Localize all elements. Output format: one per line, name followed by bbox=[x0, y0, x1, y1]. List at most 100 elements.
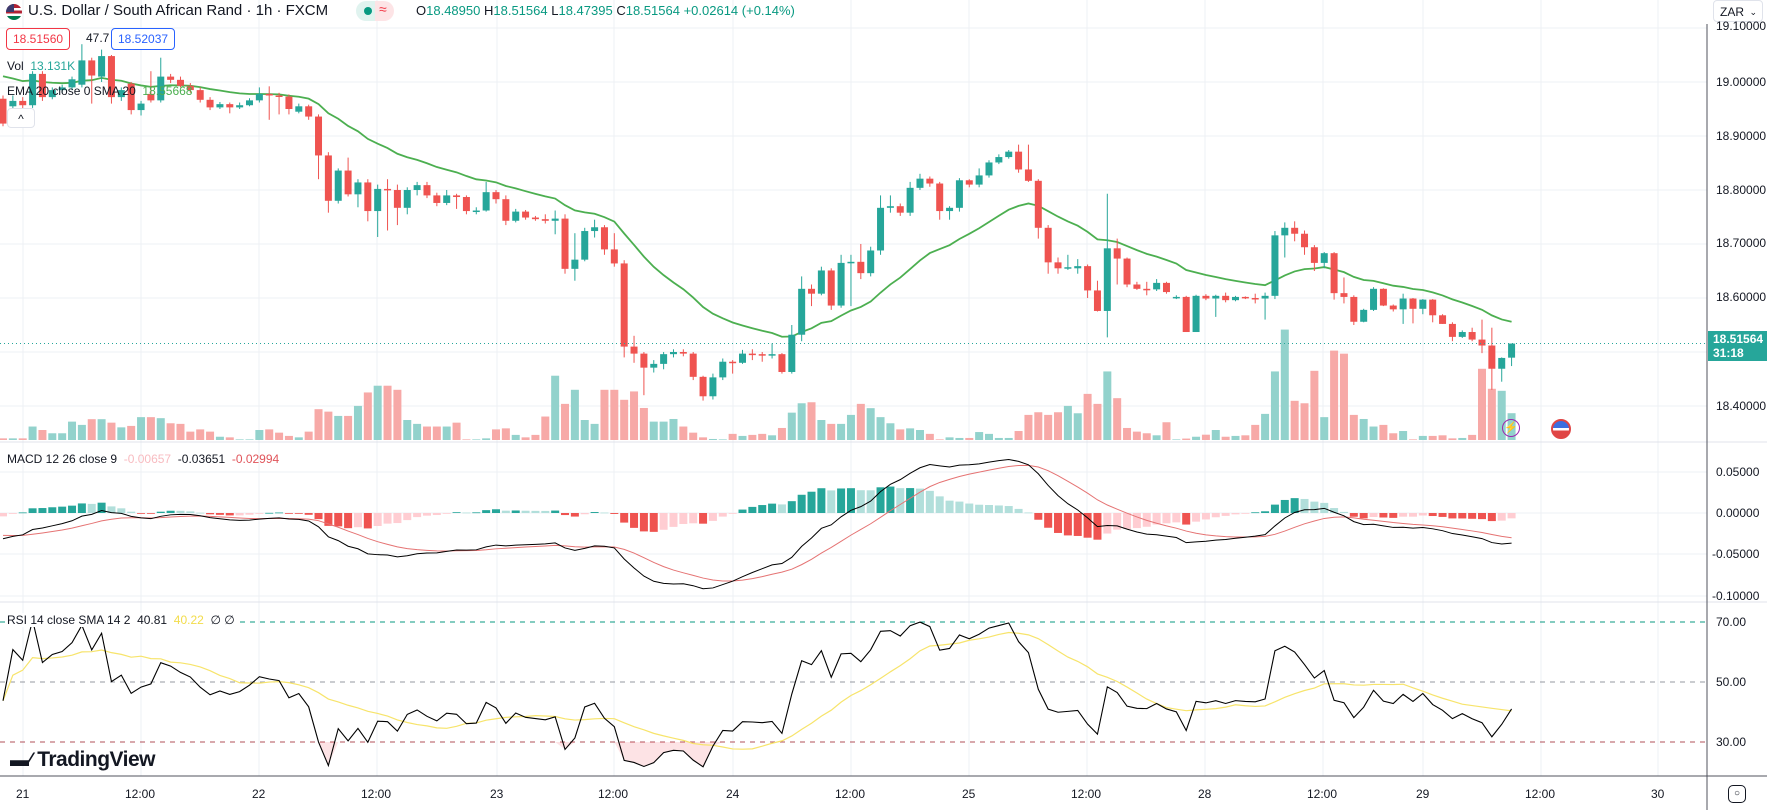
volume-bar bbox=[1251, 424, 1260, 440]
price-axis-label: 18.90000 bbox=[1716, 129, 1767, 143]
macd-pane bbox=[0, 458, 1516, 590]
volume-bar bbox=[97, 419, 106, 440]
us-flag-event-icon[interactable] bbox=[1551, 419, 1571, 439]
volume-bar bbox=[432, 426, 441, 440]
candle-body bbox=[985, 162, 993, 176]
candle-body bbox=[502, 199, 510, 221]
open-value: 18.48950 bbox=[426, 3, 481, 18]
macd-legend[interactable]: MACD 12 26 close 9 -0.00657 -0.03651 -0.… bbox=[7, 452, 280, 466]
symbol-title[interactable]: U.S. Dollar / South African Rand · 1h · … bbox=[28, 2, 329, 19]
candle-body bbox=[413, 185, 421, 190]
volume-bar bbox=[1034, 412, 1043, 440]
volume-bar bbox=[0, 438, 7, 440]
volume-bar bbox=[1103, 371, 1112, 440]
candle-body bbox=[423, 185, 431, 196]
time-axis-label: 12:00 bbox=[835, 787, 866, 801]
macd-line bbox=[2, 458, 1512, 590]
volume-bar bbox=[1054, 412, 1063, 440]
candle-body bbox=[315, 116, 323, 156]
volume-bar bbox=[1211, 430, 1220, 440]
candle-body bbox=[9, 100, 17, 107]
candle-body bbox=[29, 73, 37, 106]
candle-body bbox=[1389, 305, 1397, 310]
volume-bar bbox=[846, 414, 855, 440]
candle-body bbox=[285, 96, 293, 109]
volume-bar bbox=[255, 430, 264, 440]
macd-histogram-bar bbox=[383, 513, 392, 524]
candle-body bbox=[758, 354, 766, 356]
macd-histogram-bar bbox=[255, 513, 264, 514]
candle-body bbox=[78, 60, 86, 85]
volume-bar bbox=[107, 422, 116, 440]
macd-histogram-bar bbox=[965, 503, 974, 513]
macd-histogram-bar bbox=[403, 513, 412, 521]
candle-body bbox=[847, 261, 855, 264]
candle-body bbox=[1281, 227, 1289, 236]
volume-bar bbox=[1182, 438, 1191, 440]
collapse-legend-button[interactable]: ^ bbox=[7, 108, 35, 128]
macd-histogram-bar bbox=[551, 510, 560, 513]
volume-bar bbox=[817, 420, 826, 440]
candle-body bbox=[1133, 284, 1141, 289]
time-axis-label: 23 bbox=[490, 787, 504, 801]
chart-settings-icon[interactable]: ○ bbox=[1728, 785, 1746, 803]
rsi-legend[interactable]: RSI 14 close SMA 14 2 40.81 40.22 ∅ ∅ bbox=[7, 613, 235, 627]
macd-histogram-bar bbox=[0, 513, 7, 517]
candle-body bbox=[1301, 233, 1309, 248]
macd-histogram-bar bbox=[866, 490, 875, 513]
macd-histogram-bar bbox=[600, 512, 609, 514]
volume-bar bbox=[699, 437, 708, 440]
macd-histogram-bar bbox=[1339, 511, 1348, 513]
candle-body bbox=[1291, 227, 1299, 234]
volume-bar bbox=[294, 437, 303, 440]
candle-body bbox=[334, 170, 342, 201]
rsi-axis-label: 50.00 bbox=[1716, 675, 1747, 689]
volume-legend[interactable]: Vol 13.131K bbox=[7, 59, 76, 73]
macd-histogram-bar bbox=[501, 510, 510, 513]
time-axis-label: 22 bbox=[252, 787, 266, 801]
candle-body bbox=[689, 353, 697, 377]
candle-body bbox=[462, 197, 470, 212]
macd-histogram-bar bbox=[1172, 513, 1181, 523]
volume-bar bbox=[807, 402, 816, 440]
volume-bar bbox=[866, 408, 875, 440]
macd-histogram-bar bbox=[186, 511, 195, 513]
candle-body bbox=[236, 105, 244, 108]
macd-histogram-bar bbox=[1448, 513, 1457, 519]
volume-bar bbox=[511, 434, 520, 440]
sell-button[interactable]: 18.51560 bbox=[6, 28, 71, 50]
volume-bar bbox=[787, 412, 796, 440]
macd-histogram-bar bbox=[1182, 513, 1191, 525]
candle-body bbox=[1005, 151, 1013, 158]
candle-body bbox=[364, 182, 372, 212]
candle-body bbox=[995, 157, 1003, 163]
time-axis-label: 30 bbox=[1651, 787, 1665, 801]
data-delay-icon: ≈ bbox=[379, 1, 387, 17]
candle-body bbox=[551, 218, 559, 221]
candle-body bbox=[196, 90, 204, 100]
candle-body bbox=[541, 219, 549, 221]
macd-histogram-bar bbox=[1103, 513, 1112, 534]
candle-body bbox=[1271, 235, 1279, 296]
time-axis-label: 29 bbox=[1416, 787, 1430, 801]
candle-body bbox=[709, 377, 717, 397]
volume-bar bbox=[541, 416, 550, 440]
macd-histogram-bar bbox=[284, 513, 293, 514]
macd-histogram-bar bbox=[1192, 513, 1201, 522]
lightning-event-icon[interactable]: ⚡ bbox=[1502, 419, 1520, 437]
tradingview-logo[interactable]: ▬⁄ TradingView bbox=[10, 748, 156, 771]
volume-bar bbox=[649, 421, 658, 440]
market-status-pill[interactable]: ≈ bbox=[356, 1, 394, 21]
candle-body bbox=[265, 93, 273, 96]
ema-legend[interactable]: EMA 20 close 0 SMA 20 18.55668 bbox=[7, 84, 193, 98]
currency-dropdown[interactable]: ZAR ⌄ bbox=[1713, 0, 1763, 22]
macd-histogram-bar bbox=[156, 511, 165, 513]
candle-body bbox=[620, 263, 628, 347]
macd-histogram-bar bbox=[837, 488, 846, 513]
candle-body bbox=[610, 249, 618, 264]
volume-bar bbox=[708, 438, 717, 440]
volume-bar bbox=[1142, 433, 1151, 440]
buy-button[interactable]: 18.52037 bbox=[111, 28, 176, 50]
volume-bar bbox=[284, 435, 293, 440]
